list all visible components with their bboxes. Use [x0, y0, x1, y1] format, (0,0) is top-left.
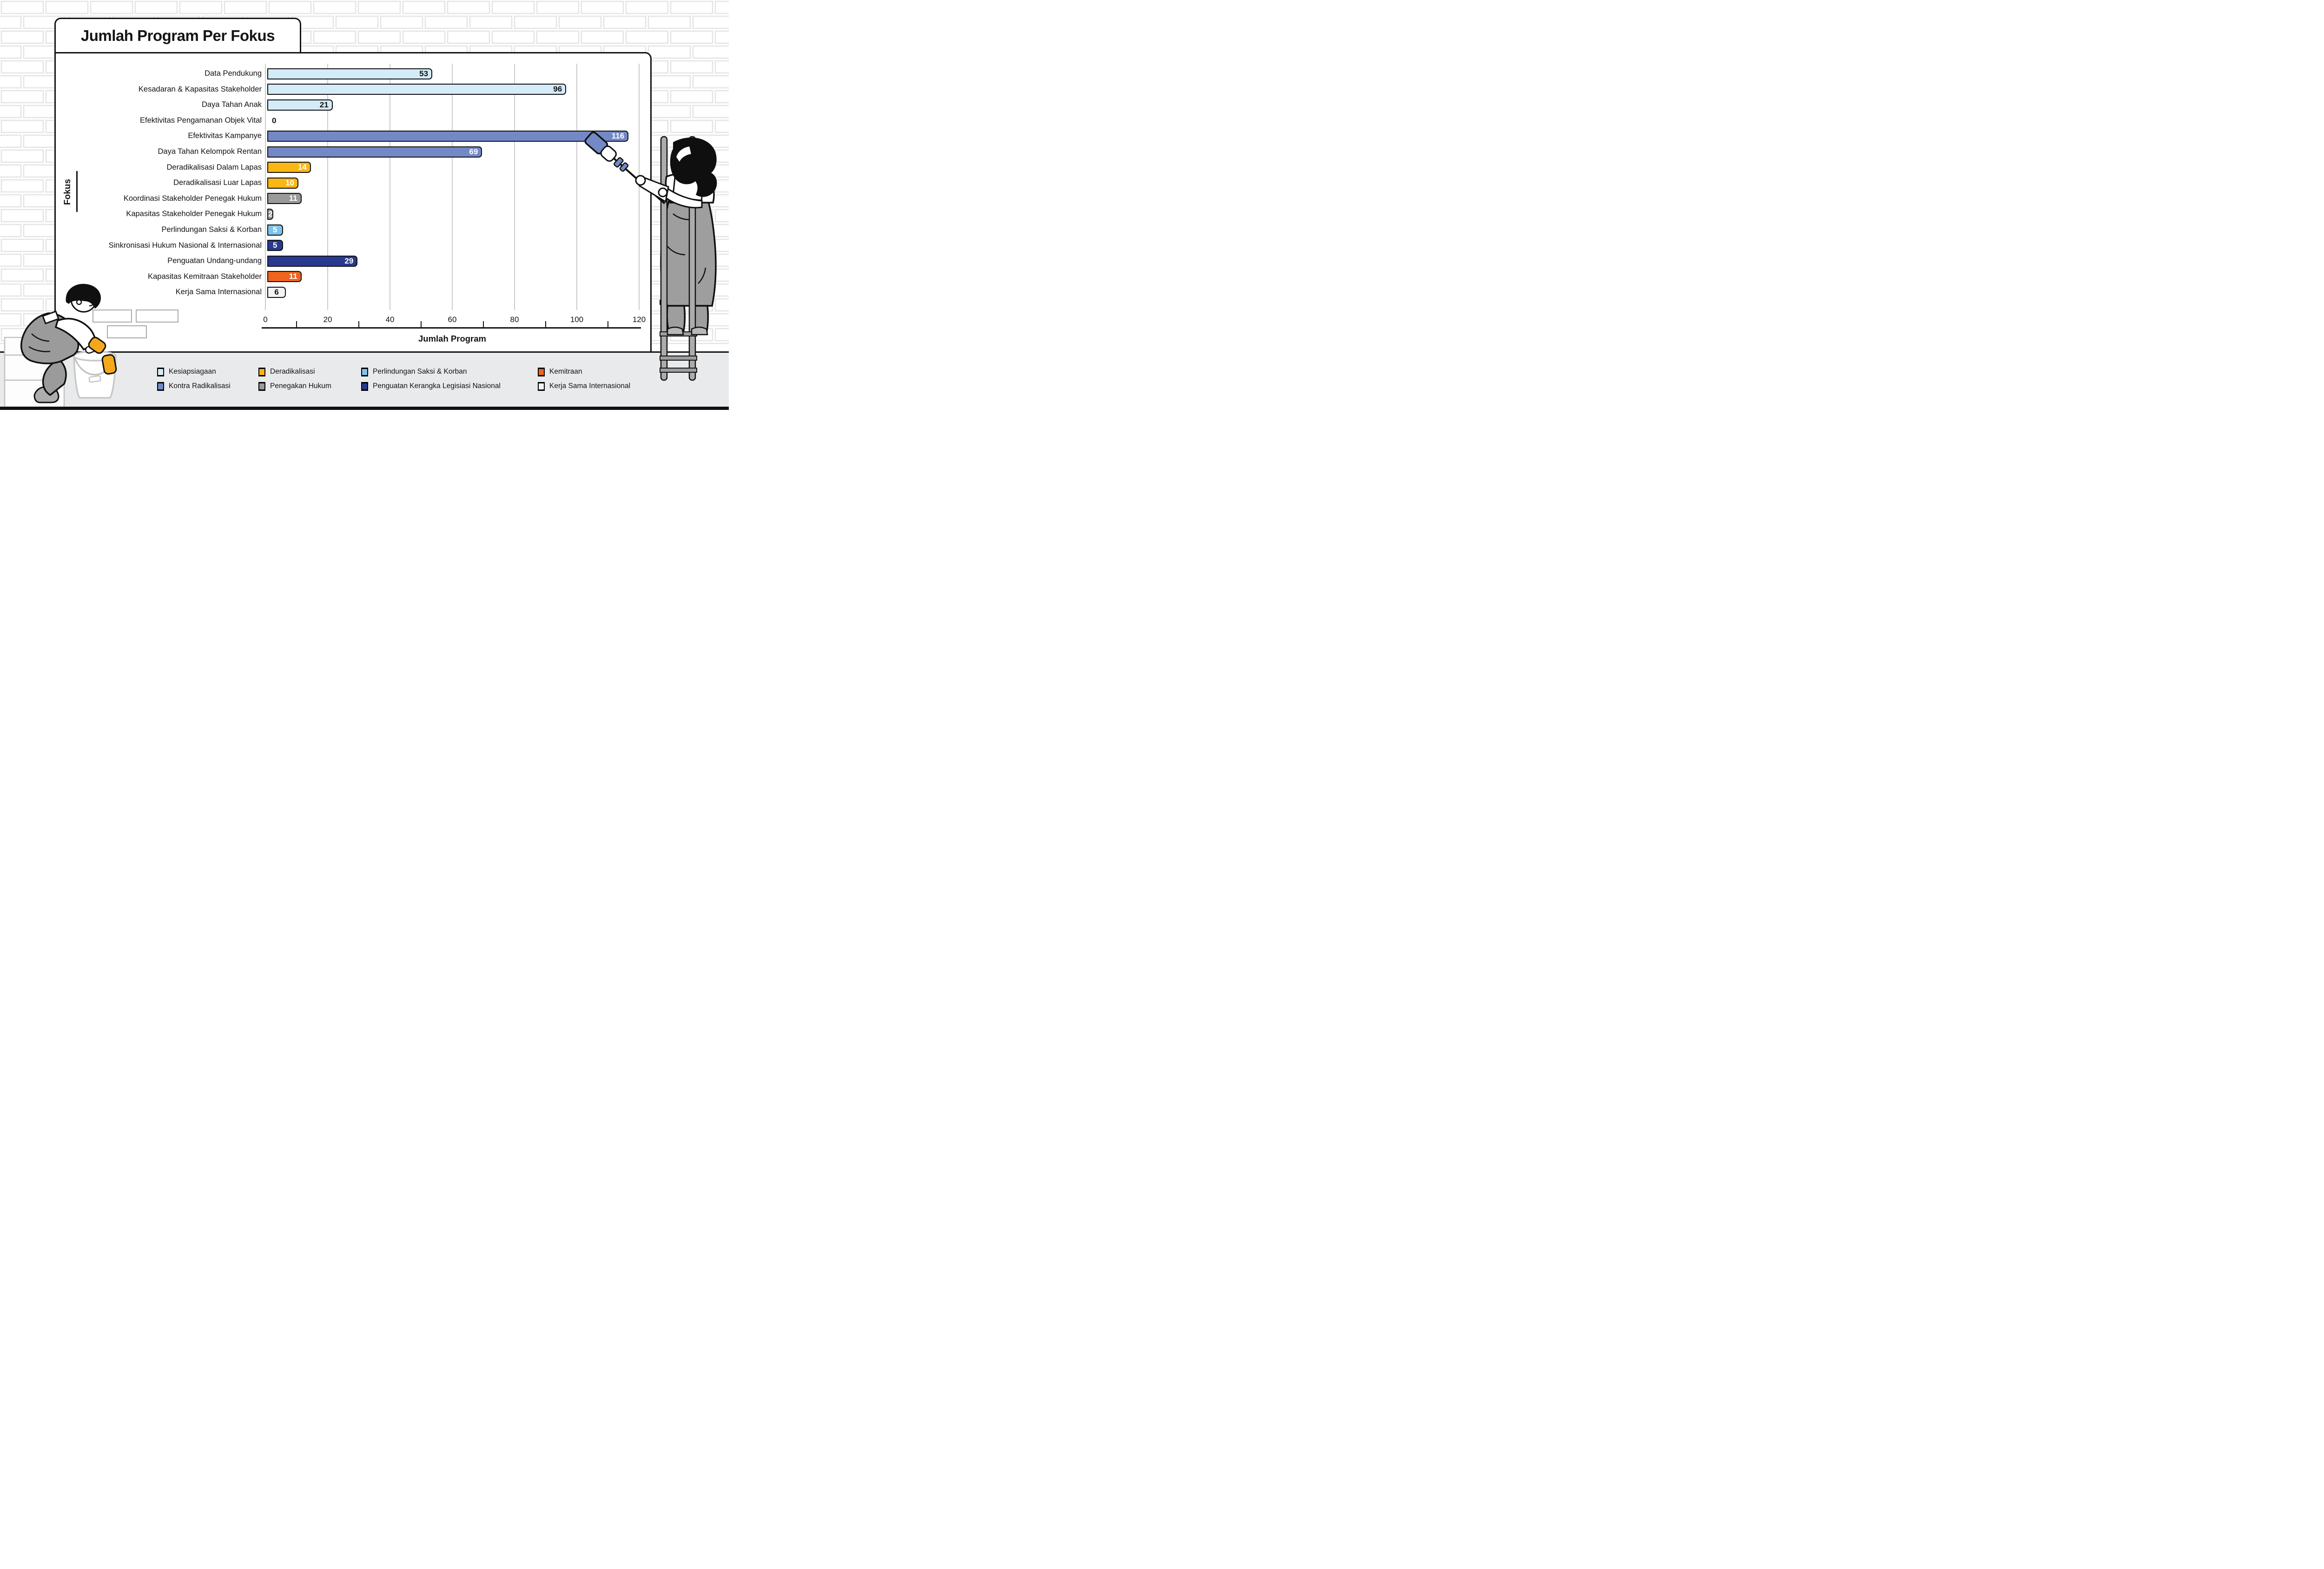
category-label: Daya Tahan Anak — [201, 100, 262, 109]
category-label: Data Pendukung — [205, 69, 262, 78]
painter-figure-upper — [584, 132, 717, 336]
bar: 5 — [267, 224, 283, 236]
bar-row: Sinkronisasi Hukum Nasional & Internasio… — [56, 238, 650, 254]
x-tick-label: 40 — [385, 315, 395, 324]
bar: 6 — [267, 286, 286, 298]
bar-row: Koordinasi Stakeholder Penegak Hukum 11 — [56, 191, 650, 207]
x-minor-tick — [607, 321, 608, 327]
bar: 21 — [267, 99, 333, 111]
bar: 116 — [267, 130, 629, 142]
x-axis-line — [262, 327, 641, 329]
x-axis-title: Jumlah Program — [418, 334, 486, 343]
floor — [0, 351, 729, 410]
bar-row: Perlindungan Saksi & Korban 5 — [56, 222, 650, 238]
value-label: 14 — [297, 163, 307, 172]
x-tick-label: 100 — [570, 315, 584, 324]
value-label: 5 — [273, 225, 277, 234]
x-minor-tick — [421, 321, 422, 327]
x-tick-label: 80 — [510, 315, 519, 324]
bricklayer-figure — [20, 283, 117, 403]
category-label: Efektivitas Kampanye — [188, 132, 262, 140]
x-minor-tick — [296, 321, 297, 327]
bar-row: Kapasitas Stakeholder Penegak Hukum 2 — [56, 206, 650, 222]
value-label: 29 — [344, 256, 354, 265]
x-minor-tick — [545, 321, 546, 327]
bar-row: Efektivitas Pengamanan Objek Vital 0 — [56, 113, 650, 129]
bar-row: Efektivitas Kampanye 116 — [56, 128, 650, 144]
bar-row: Deradikalisasi Luar Lapas 10 — [56, 175, 650, 191]
value-label: 6 — [274, 287, 279, 297]
bar-row: Deradikalisasi Dalam Lapas 14 — [56, 160, 650, 176]
painter-figure — [660, 198, 717, 334]
gridline — [514, 64, 515, 310]
category-label: Sinkronisasi Hukum Nasional & Internasio… — [108, 241, 262, 250]
paint-roller-icon — [584, 132, 629, 172]
category-label: Kapasitas Kemitraan Stakeholder — [148, 272, 262, 281]
x-tick-label: 20 — [323, 315, 332, 324]
category-label: Deradikalisasi Dalam Lapas — [166, 163, 262, 171]
bar: 29 — [267, 255, 358, 267]
category-label: Deradikalisasi Luar Lapas — [173, 178, 262, 187]
title-box: Jumlah Program Per Fokus — [54, 18, 301, 53]
bar: 69 — [267, 146, 482, 158]
x-minor-tick — [358, 321, 359, 327]
bar: 10 — [267, 177, 298, 189]
x-tick-label: 60 — [448, 315, 457, 324]
category-label: Penguatan Undang-undang — [167, 257, 262, 265]
bricklayer-illustration — [4, 283, 117, 408]
category-label: Perlindungan Saksi & Korban — [161, 225, 262, 234]
value-label: 69 — [469, 147, 478, 156]
gridline — [452, 64, 453, 310]
bar-row: Penguatan Undang-undang 29 — [56, 253, 650, 269]
chart-card: Fokus Data Pendukung 53 Kesadaran & Kapasi… — [54, 52, 652, 353]
category-label: Kapasitas Stakeholder Penegak Hukum — [126, 210, 262, 218]
bar: 5 — [267, 240, 283, 251]
painter-illustration — [584, 132, 717, 381]
category-label: Koordinasi Stakeholder Penegak Hukum — [123, 194, 262, 203]
value-label: 2 — [268, 209, 273, 218]
gridline — [639, 64, 640, 310]
laid-brick-outline — [107, 325, 147, 338]
category-label: Kesadaran & Kapasitas Stakeholder — [138, 85, 262, 93]
value-label: 21 — [319, 100, 329, 109]
value-label: 10 — [285, 178, 294, 187]
x-minor-tick — [483, 321, 484, 327]
bar: 11 — [267, 193, 302, 204]
value-label: 11 — [289, 272, 297, 281]
laid-brick-outline — [92, 310, 132, 323]
bar: 96 — [267, 84, 567, 95]
value-label: 53 — [419, 69, 429, 78]
infographic-poster: { "title": "Jumlah Program Per Fokus", "… — [0, 0, 729, 410]
value-label: 0 — [272, 116, 277, 125]
value-label: 96 — [553, 85, 562, 94]
category-label: Daya Tahan Kelompok Rentan — [158, 147, 262, 156]
laid-brick-outline — [136, 310, 178, 323]
bar-row: Kerja Sama Internasional 6 — [56, 284, 650, 300]
y-axis-title-line — [76, 171, 78, 212]
bar-row: Daya Tahan Anak 21 — [56, 97, 650, 113]
bottom-edge-strip — [0, 407, 729, 410]
bar-row: Daya Tahan Kelompok Rentan 69 — [56, 144, 650, 160]
page-title: Jumlah Program Per Fokus — [80, 26, 275, 44]
value-label: 5 — [273, 241, 277, 250]
bar: 53 — [267, 68, 433, 79]
category-label: Efektivitas Pengamanan Objek Vital — [139, 116, 262, 125]
bar-row: Kapasitas Kemitraan Stakeholder 11 — [56, 269, 650, 285]
bar: 14 — [267, 162, 311, 173]
x-tick-label: 0 — [263, 315, 268, 324]
bar: 11 — [267, 271, 302, 283]
category-label: Kerja Sama Internasional — [175, 288, 262, 297]
x-tick-label: 120 — [632, 315, 646, 324]
gridline — [327, 64, 328, 310]
value-label: 11 — [289, 194, 297, 203]
gridline — [576, 64, 577, 310]
gridline — [265, 64, 266, 310]
bar-row: Data Pendukung 53 — [56, 66, 650, 82]
bar-row: Kesadaran & Kapasitas Stakeholder 96 — [56, 82, 650, 98]
value-label: 116 — [611, 131, 625, 140]
bar: 2 — [267, 208, 274, 220]
